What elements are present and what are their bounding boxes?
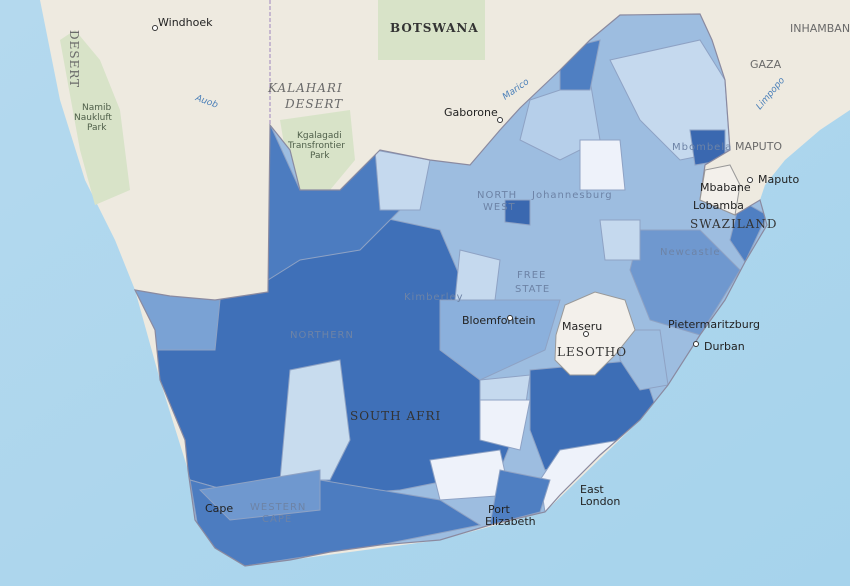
park-label: Transfrontier xyxy=(287,141,345,151)
park-label: Kgalagadi xyxy=(297,131,342,141)
city-label: Bloemfontein xyxy=(462,314,536,327)
city-label: London xyxy=(580,495,620,508)
province-label: WESTERN xyxy=(250,502,306,513)
kgalagadi-park xyxy=(280,110,355,190)
region-label: MAPUTO xyxy=(735,140,782,153)
province-label: CAPE xyxy=(262,514,292,525)
city-label: Johannesburg xyxy=(531,190,613,201)
city-dot xyxy=(507,315,513,321)
province-label: STATE xyxy=(515,284,550,295)
region xyxy=(198,469,321,521)
region-label: INHAMBANE xyxy=(790,22,850,35)
region xyxy=(279,359,351,481)
city-dot xyxy=(497,117,503,123)
city-label: Pietermaritzburg xyxy=(668,318,760,331)
park-label: Naukluft xyxy=(74,113,112,123)
botswana-park xyxy=(378,0,485,60)
region xyxy=(479,399,531,451)
swaziland xyxy=(699,164,741,216)
city-label: East xyxy=(580,483,604,496)
city-label: Kimberley xyxy=(404,292,464,303)
city-dot xyxy=(583,331,589,337)
region-label: DESERT xyxy=(67,30,81,88)
region xyxy=(579,139,626,191)
city-markers xyxy=(152,25,753,347)
region xyxy=(374,149,431,211)
city-label: Newcastle xyxy=(660,247,721,258)
country-label: LESOTHO xyxy=(557,345,627,359)
country-label: SOUTH AFRI xyxy=(350,409,441,423)
province-label: WEST xyxy=(483,202,516,213)
city-label: Elizabeth xyxy=(485,515,536,528)
namib-park xyxy=(60,30,130,205)
city-label: Mbabane xyxy=(700,181,751,194)
park-label: Park xyxy=(87,123,107,133)
city-label: Cape xyxy=(205,502,233,515)
country-label: SWAZILAND xyxy=(690,217,777,231)
region xyxy=(599,219,641,261)
region xyxy=(439,299,561,381)
province-label: NORTH xyxy=(477,190,517,201)
park-label: Namib xyxy=(82,103,112,113)
city-label: Mbombela xyxy=(672,142,732,153)
city-label: Lobamba xyxy=(693,199,744,212)
region xyxy=(619,329,669,391)
region xyxy=(489,469,551,526)
country-label: BOTSWANA xyxy=(390,21,479,35)
city-dot xyxy=(693,341,699,347)
region-label: DESERT xyxy=(284,97,343,111)
city-label: Gaborone xyxy=(444,106,498,119)
city-label: Durban xyxy=(704,340,745,353)
city-label: Windhoek xyxy=(158,16,213,29)
region xyxy=(504,199,531,226)
city-label: Maputo xyxy=(758,173,799,186)
city-dot xyxy=(747,177,753,183)
region-label: GAZA xyxy=(750,58,782,71)
lesotho xyxy=(554,291,636,376)
park-label: Park xyxy=(310,151,330,161)
city-label: Maseru xyxy=(562,320,602,333)
city-dot xyxy=(152,25,158,31)
city-label: Port xyxy=(488,503,510,516)
province-label: NORTHERN xyxy=(290,330,354,341)
region-label: KALAHARI xyxy=(267,81,343,95)
province-label: FREE xyxy=(517,270,546,281)
region xyxy=(454,249,501,301)
